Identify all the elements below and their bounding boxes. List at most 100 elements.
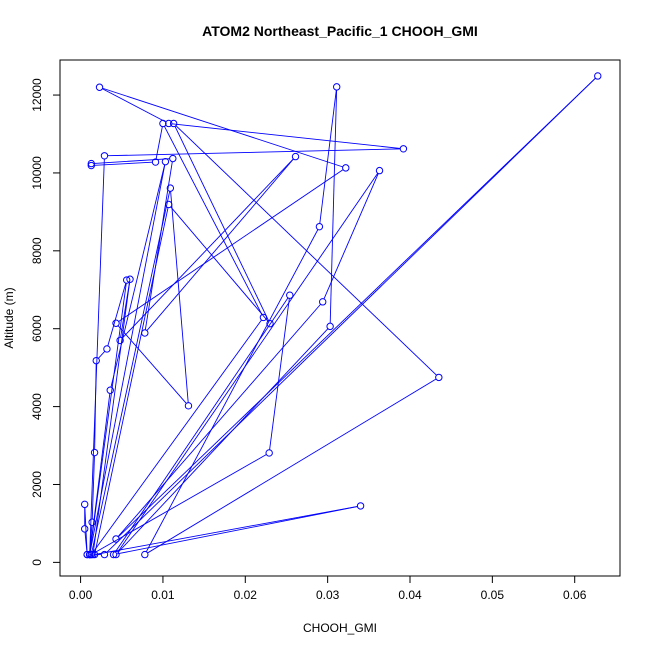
series-layer: [81, 72, 602, 559]
series-line-segment: [329, 90, 338, 324]
data-point: [123, 276, 131, 284]
x-axis-label: CHOOH_GMI: [303, 621, 377, 635]
data-point: [326, 322, 334, 331]
data-point: [169, 154, 177, 163]
series-line-segment: [117, 77, 596, 538]
series-line-segment: [97, 506, 358, 555]
series-line-segment: [93, 454, 267, 554]
data-point: [342, 164, 350, 172]
x-tick-label: 0.06: [563, 588, 587, 602]
series-line-segment: [84, 507, 88, 552]
data-point: [89, 550, 97, 559]
series-line-segment: [107, 148, 401, 157]
data-point: [265, 449, 273, 457]
data-point: [87, 159, 95, 168]
data-point: [90, 448, 99, 457]
y-tick-label: 8000: [30, 237, 44, 264]
data-point: [315, 222, 324, 231]
x-tick-label: 0.03: [316, 588, 340, 602]
series-line-segment: [170, 191, 189, 403]
series-line-segment: [170, 206, 269, 322]
series-line-segment: [89, 158, 105, 552]
series-line-segment: [91, 455, 95, 520]
y-tick-label: 6000: [30, 315, 44, 342]
series-line-segment: [94, 161, 153, 166]
data-point: [399, 145, 408, 153]
series-line-segment: [110, 164, 166, 388]
y-axis: 0 2000 4000 6000 8000 10000 12000: [30, 78, 61, 566]
data-point: [106, 386, 114, 394]
data-point: [116, 336, 124, 345]
data-point: [286, 291, 294, 299]
series-line-segment: [107, 282, 127, 347]
data-point: [100, 152, 109, 160]
data-point: [333, 83, 341, 91]
x-tick-label: 0.02: [234, 588, 258, 602]
series-line-segment: [171, 123, 401, 149]
chart-title: ATOM2 Northeast_Pacific_1 CHOOH_GMI: [202, 23, 478, 39]
data-point: [88, 518, 96, 526]
y-tick-label: 10000: [30, 156, 44, 190]
series-line-segment: [92, 282, 131, 552]
data-point: [95, 83, 104, 91]
series-line-segment: [92, 319, 262, 553]
series-line-segment: [91, 191, 171, 552]
data-point: [126, 275, 134, 283]
data-point: [435, 373, 443, 382]
data-point: [141, 329, 149, 337]
series-line-segment: [118, 169, 344, 322]
series-line-segment: [323, 173, 379, 300]
data-point: [159, 119, 167, 128]
data-point: [87, 161, 95, 170]
series-line-segment: [146, 158, 294, 331]
y-axis-label: Altitude (m): [2, 287, 16, 348]
data-point: [83, 550, 91, 559]
y-tick-label: 4000: [30, 393, 44, 420]
series-line-segment: [102, 88, 167, 123]
series-line-segment: [174, 126, 270, 321]
x-axis: 0.00 0.01 0.02 0.03 0.04 0.05 0.06: [69, 575, 587, 602]
data-point: [109, 550, 118, 559]
data-point: [81, 500, 89, 509]
series-line-segment: [147, 378, 437, 554]
series-line-segment: [98, 351, 106, 359]
data-point: [112, 550, 120, 559]
y-tick-label: 12000: [30, 78, 44, 112]
y-tick-label: 2000: [30, 471, 44, 498]
x-tick-label: 0.00: [69, 588, 93, 602]
data-point: [100, 550, 109, 559]
series-line-segment: [145, 229, 319, 552]
data-point: [103, 345, 111, 353]
data-point: [112, 535, 120, 543]
data-point: [165, 119, 173, 128]
x-tick-label: 0.01: [151, 588, 175, 602]
data-point: [112, 319, 120, 327]
data-point: [92, 356, 100, 365]
data-point: [141, 550, 149, 559]
data-point: [259, 313, 268, 322]
data-point: [356, 502, 365, 510]
series-line-segment: [102, 87, 343, 168]
y-tick-label: 0: [30, 559, 44, 566]
data-point: [184, 402, 193, 410]
data-point: [319, 298, 327, 306]
series-line-segment: [117, 172, 379, 553]
series-line-segment: [117, 328, 329, 553]
series-line-segment: [269, 298, 290, 450]
data-point: [151, 158, 160, 166]
series-line-segment: [155, 126, 163, 159]
data-point: [266, 319, 274, 328]
series-line-segment: [114, 297, 289, 553]
data-point: [166, 184, 175, 192]
series-line-segment: [319, 89, 337, 224]
data-point: [161, 157, 170, 166]
series-line-segment: [116, 506, 358, 555]
data-point: [375, 166, 384, 175]
data-point: [169, 119, 178, 128]
series-line-segment: [117, 325, 187, 404]
x-tick-label: 0.04: [398, 588, 422, 602]
series-line-segment: [122, 158, 294, 339]
data-point: [165, 200, 173, 209]
